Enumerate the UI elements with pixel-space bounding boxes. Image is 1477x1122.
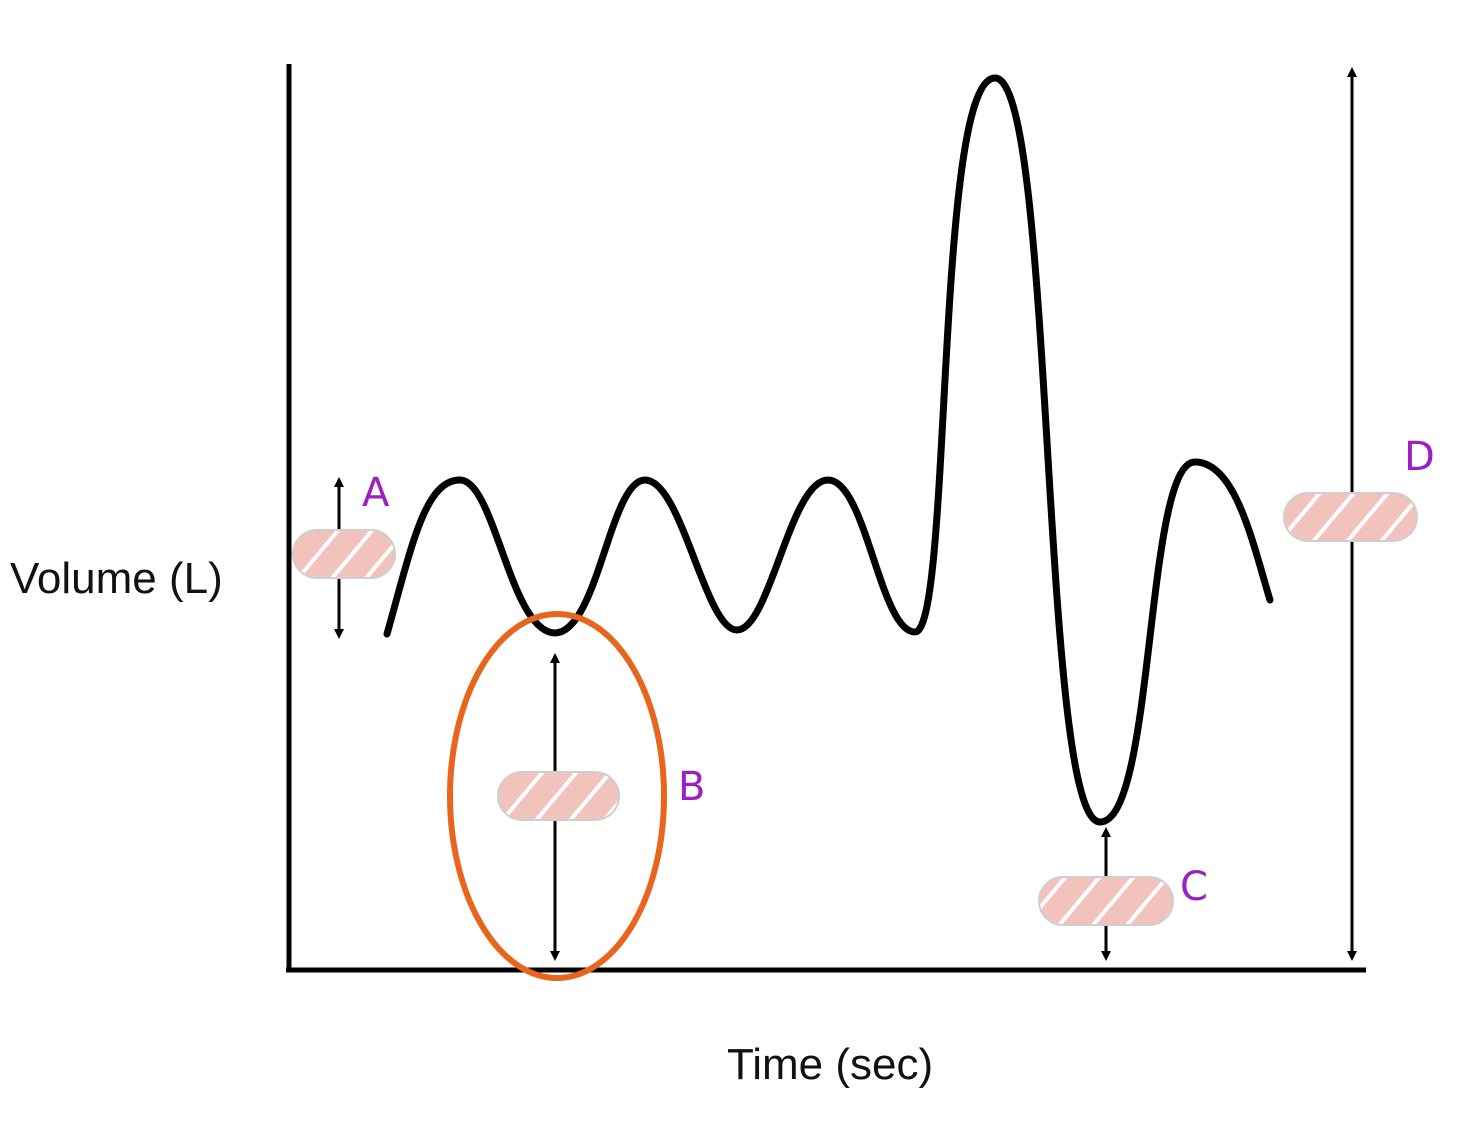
spirogram-curve bbox=[383, 74, 1274, 826]
label-d: D bbox=[1404, 434, 1435, 480]
label-c: C bbox=[1180, 864, 1208, 910]
answer-blank-a[interactable] bbox=[292, 529, 396, 579]
label-a: A bbox=[362, 470, 390, 516]
answer-blank-b[interactable] bbox=[497, 771, 620, 821]
axes bbox=[286, 64, 1366, 973]
x-axis-title: Time (sec) bbox=[727, 1040, 933, 1089]
highlight-ellipse bbox=[447, 611, 667, 981]
answer-blank-d[interactable] bbox=[1283, 492, 1418, 542]
label-b: B bbox=[678, 764, 705, 810]
answer-blank-c[interactable] bbox=[1038, 876, 1174, 926]
y-axis-title: Volume (L) bbox=[10, 554, 223, 603]
